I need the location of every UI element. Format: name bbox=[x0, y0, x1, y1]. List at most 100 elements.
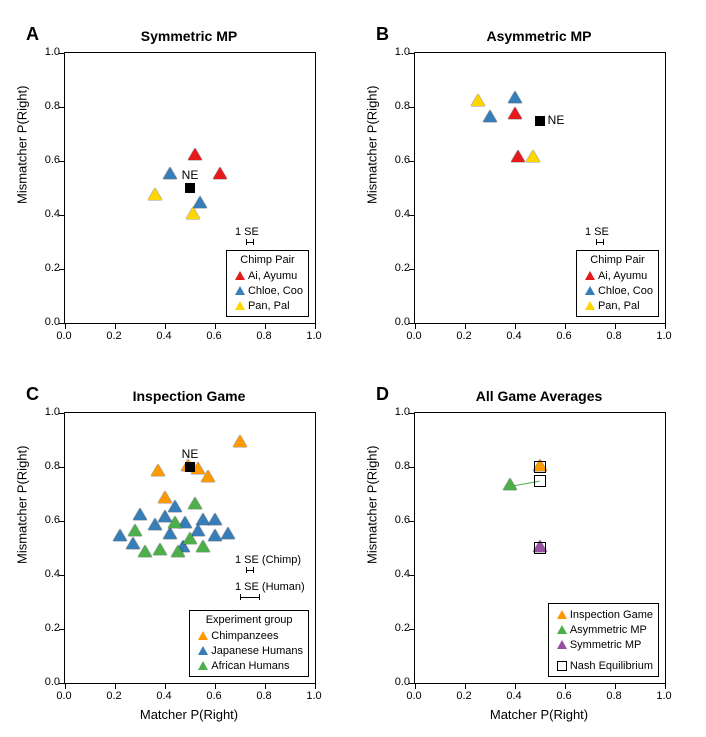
ytick-label: 0.0 bbox=[30, 316, 60, 328]
data-point bbox=[186, 207, 200, 219]
legend-item-ne: Nash Equilibrium bbox=[554, 658, 653, 673]
ytick-label: 0.2 bbox=[380, 262, 410, 274]
data-point bbox=[188, 148, 202, 160]
legend-title: Experiment group bbox=[195, 614, 303, 626]
panel-letter: C bbox=[26, 384, 39, 405]
legend-item: Chloe, Coo bbox=[582, 283, 653, 298]
xtick-label: 0.2 bbox=[99, 690, 129, 702]
xtick-label: 0.4 bbox=[149, 330, 179, 342]
data-point bbox=[471, 94, 485, 106]
data-point bbox=[148, 188, 162, 200]
ytick-label: 1.0 bbox=[30, 46, 60, 58]
se-label: 1 SE (Human) bbox=[235, 581, 305, 593]
ne-label: NE bbox=[182, 447, 199, 461]
data-point bbox=[171, 545, 185, 557]
ytick-label: 0.2 bbox=[30, 262, 60, 274]
data-point bbox=[128, 524, 142, 536]
panel-letter: A bbox=[26, 24, 39, 45]
xtick-label: 0.4 bbox=[499, 330, 529, 342]
legend-title: Chimp Pair bbox=[232, 254, 303, 266]
ytick-label: 0.0 bbox=[30, 676, 60, 688]
ytick-label: 0.2 bbox=[30, 622, 60, 634]
legend-item: Pan, Pal bbox=[232, 298, 303, 313]
xtick-label: 0.8 bbox=[249, 330, 279, 342]
se-label: 1 SE bbox=[235, 226, 259, 238]
data-point bbox=[138, 545, 152, 557]
xtick-label: 0.8 bbox=[249, 690, 279, 702]
legend-item: Pan, Pal bbox=[582, 298, 653, 313]
legend-item: Symmetric MP bbox=[554, 637, 653, 652]
plot-area: NE1 SEChimp PairAi, AyumuChloe, CooPan, … bbox=[64, 52, 316, 324]
legend-item: Inspection Game bbox=[554, 607, 653, 622]
panel-title: All Game Averages bbox=[414, 388, 664, 404]
y-axis-label: Mismatcher P(Right) bbox=[365, 86, 380, 204]
xtick-label: 1.0 bbox=[299, 330, 329, 342]
panel-letter: B bbox=[376, 24, 389, 45]
xtick-label: 0.0 bbox=[399, 330, 429, 342]
legend: Inspection GameAsymmetric MPSymmetric MP… bbox=[548, 603, 659, 677]
se-bar bbox=[246, 570, 254, 571]
figure: ASymmetric MPNE1 SEChimp PairAi, AyumuCh… bbox=[0, 0, 706, 737]
data-point bbox=[208, 513, 222, 525]
ytick-label: 0.6 bbox=[30, 154, 60, 166]
nash-equilibrium-open bbox=[534, 461, 546, 473]
legend-item: Chloe, Coo bbox=[232, 283, 303, 298]
data-point bbox=[483, 110, 497, 122]
data-point bbox=[508, 91, 522, 103]
ytick-label: 0.6 bbox=[30, 514, 60, 526]
y-axis-label: Mismatcher P(Right) bbox=[365, 446, 380, 564]
legend-item: African Humans bbox=[195, 658, 303, 673]
data-point bbox=[133, 508, 147, 520]
ytick-label: 0.0 bbox=[380, 676, 410, 688]
x-axis-label: Matcher P(Right) bbox=[64, 707, 314, 722]
ytick-label: 0.2 bbox=[380, 622, 410, 634]
data-point bbox=[233, 435, 247, 447]
ytick-label: 1.0 bbox=[380, 46, 410, 58]
data-point bbox=[511, 150, 525, 162]
plot-area: NE1 SEChimp PairAi, AyumuChloe, CooPan, … bbox=[414, 52, 666, 324]
y-axis-label: Mismatcher P(Right) bbox=[15, 446, 30, 564]
panel-C: CInspection GameNE1 SE (Chimp)1 SE (Huma… bbox=[10, 380, 350, 724]
legend-item: Chimpanzees bbox=[195, 628, 303, 643]
xtick-label: 0.6 bbox=[199, 690, 229, 702]
ytick-label: 0.8 bbox=[380, 460, 410, 472]
xtick-label: 0.4 bbox=[149, 690, 179, 702]
xtick-label: 0.6 bbox=[549, 330, 579, 342]
data-point bbox=[153, 543, 167, 555]
nash-equilibrium-open bbox=[534, 475, 546, 487]
xtick-label: 0.8 bbox=[599, 330, 629, 342]
data-point bbox=[213, 167, 227, 179]
avg-point bbox=[503, 478, 517, 490]
data-point bbox=[201, 470, 215, 482]
ytick-label: 1.0 bbox=[30, 406, 60, 418]
xtick-label: 0.0 bbox=[49, 330, 79, 342]
panel-letter: D bbox=[376, 384, 389, 405]
xtick-label: 1.0 bbox=[649, 330, 679, 342]
data-point bbox=[188, 497, 202, 509]
xtick-label: 0.8 bbox=[599, 690, 629, 702]
data-point bbox=[163, 527, 177, 539]
legend-item: Japanese Humans bbox=[195, 643, 303, 658]
panel-B: BAsymmetric MPNE1 SEChimp PairAi, AyumuC… bbox=[360, 20, 700, 364]
ytick-label: 0.4 bbox=[30, 568, 60, 580]
legend-title: Chimp Pair bbox=[582, 254, 653, 266]
nash-equilibrium-open bbox=[534, 542, 546, 554]
se-bar bbox=[240, 597, 260, 598]
legend-item: Ai, Ayumu bbox=[582, 268, 653, 283]
xtick-label: 1.0 bbox=[299, 690, 329, 702]
panel-D: D All Game Averages Inspection GameAsymmet… bbox=[360, 380, 700, 724]
nash-equilibrium bbox=[185, 183, 195, 193]
data-point bbox=[508, 107, 522, 119]
y-axis-label: Mismatcher P(Right) bbox=[15, 86, 30, 204]
xtick-label: 0.6 bbox=[549, 690, 579, 702]
legend: Chimp PairAi, AyumuChloe, CooPan, Pal bbox=[226, 250, 309, 317]
nash-equilibrium bbox=[535, 116, 545, 126]
panel-title: Inspection Game bbox=[64, 388, 314, 404]
se-label: 1 SE bbox=[585, 226, 609, 238]
se-bar bbox=[596, 242, 604, 243]
panel-A: ASymmetric MPNE1 SEChimp PairAi, AyumuCh… bbox=[10, 20, 350, 364]
xtick-label: 0.6 bbox=[199, 330, 229, 342]
xtick-label: 1.0 bbox=[649, 690, 679, 702]
data-point bbox=[526, 150, 540, 162]
data-point bbox=[151, 464, 165, 476]
